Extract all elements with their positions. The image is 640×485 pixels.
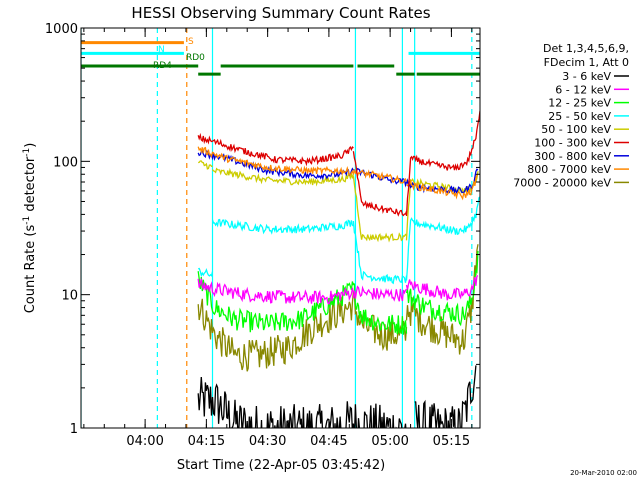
x-tick-label: 04:00 bbox=[126, 434, 163, 449]
curve-1-segment-0 bbox=[197, 291, 355, 372]
curve-5-segment-3 bbox=[405, 171, 479, 241]
curve-5-segment-1 bbox=[211, 167, 355, 187]
curve-7-segment-1 bbox=[352, 169, 408, 184]
y-tick-label: 1 bbox=[70, 422, 78, 437]
y-tick-label: 100 bbox=[53, 155, 78, 170]
curve-3-segment-1 bbox=[352, 285, 408, 302]
curve-4-segment-1 bbox=[211, 218, 354, 235]
legend-entry-label: 7000 - 20000 keV bbox=[513, 176, 611, 189]
curve-5-segment-0 bbox=[198, 160, 213, 170]
curve-2-segment-1 bbox=[353, 283, 408, 335]
x-tick-label: 05:00 bbox=[371, 434, 408, 449]
curve-3-segment-0 bbox=[197, 278, 355, 305]
y-tick-label: 10 bbox=[61, 289, 78, 304]
curve-7-segment-2 bbox=[406, 173, 479, 201]
x-axis-label: Start Time (22-Apr-05 03:45:42) bbox=[177, 458, 385, 473]
curve-4-segment-0 bbox=[198, 267, 214, 278]
plot-area bbox=[81, 28, 480, 428]
y-axis-label: Count Rate (s-1 detector-1) bbox=[22, 143, 38, 314]
y-axis-label-part1: Count Rate (s bbox=[23, 225, 38, 314]
curve-6-segment-2 bbox=[405, 168, 479, 195]
plot-frame bbox=[80, 27, 481, 429]
y-axis-label-part2: detector bbox=[23, 156, 38, 216]
curve-4-segment-3 bbox=[405, 196, 480, 281]
legend-entry-label: 300 - 800 keV bbox=[534, 150, 611, 163]
curve-0-segment-0 bbox=[197, 376, 355, 428]
curve-5-segment-2 bbox=[352, 176, 407, 243]
curve-3-segment-2 bbox=[405, 275, 479, 301]
curve-8-segment-0 bbox=[197, 132, 354, 167]
legend-entry-label: 100 - 300 keV bbox=[534, 137, 611, 150]
curve-2-segment-2 bbox=[405, 250, 479, 327]
curve-8-segment-2 bbox=[405, 110, 480, 217]
x-tick-label: 04:15 bbox=[188, 434, 225, 449]
flag-label-rd4: RD4 bbox=[153, 61, 172, 71]
curve-8-segment-1 bbox=[352, 151, 408, 217]
legend-entry-label: 12 - 25 keV bbox=[548, 97, 611, 110]
x-tick-label: 04:45 bbox=[310, 434, 347, 449]
curve-7-segment-0 bbox=[197, 146, 355, 177]
legend-header-line2: FDecim 1, Att 0 bbox=[544, 56, 629, 69]
footer-timestamp: 20-Mar-2010 02:00 bbox=[570, 469, 637, 477]
legend-entry-label: 50 - 100 keV bbox=[541, 123, 611, 136]
axes: S N RD0 RD4 1 10 100 1000 04:00 04:15 04:30 04:45 05… bbox=[45, 22, 481, 449]
y-axis-label-sup2: -1 bbox=[22, 148, 32, 157]
chart-title: HESSI Observing Summary Count Rates bbox=[131, 4, 430, 22]
curve-1-segment-2 bbox=[405, 244, 479, 355]
y-axis-label-sup1: -1 bbox=[22, 216, 32, 225]
flag-label-rd0: RD0 bbox=[186, 53, 205, 63]
flag-label-s: S bbox=[188, 37, 194, 47]
curve-0-segment-2 bbox=[414, 365, 477, 428]
x-tick-label: 05:15 bbox=[433, 434, 470, 449]
x-tick-label: 04:30 bbox=[249, 434, 286, 449]
legend-entry-label: 6 - 12 keV bbox=[555, 83, 611, 96]
y-tick-label: 1000 bbox=[45, 22, 78, 37]
curve-2-segment-0 bbox=[197, 271, 355, 333]
curve-0-segment-1 bbox=[352, 403, 407, 428]
y-axis-label-part3: ) bbox=[23, 143, 38, 148]
legend-entry-label: 800 - 7000 keV bbox=[527, 163, 611, 176]
legend-entry-label: 25 - 50 keV bbox=[548, 110, 611, 123]
flag-label-n: N bbox=[158, 45, 165, 55]
legend-entry-label: 3 - 6 keV bbox=[562, 70, 611, 83]
legend-header-line1: Det 1,3,4,5,6,9, bbox=[543, 42, 629, 55]
curve-4-segment-2 bbox=[352, 220, 408, 285]
